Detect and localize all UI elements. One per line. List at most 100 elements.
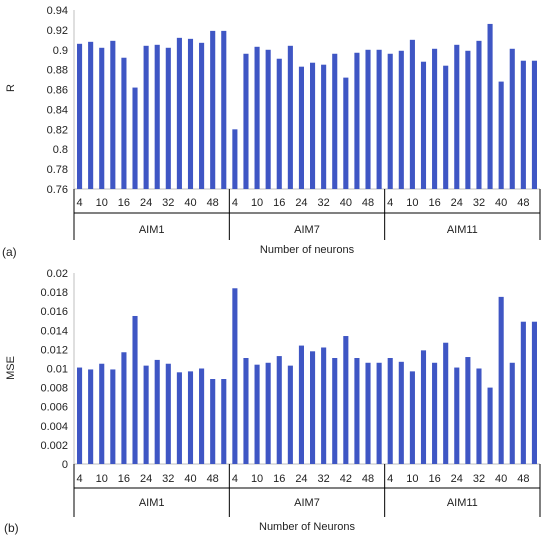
bar-aim7-5 xyxy=(276,58,282,190)
x-tick-label: 24 xyxy=(140,197,152,209)
x-tick-label: 48 xyxy=(362,197,374,209)
bar-aim7-2 xyxy=(243,53,249,190)
x-axis-label: Number of neurons xyxy=(260,244,355,256)
bar-aim11-12 xyxy=(509,48,515,189)
x-axis-label: Number of Neurons xyxy=(259,521,355,533)
bar-aim11-9 xyxy=(476,368,482,464)
bar-aim7-6 xyxy=(287,365,293,464)
bar-aim1-10 xyxy=(176,37,182,190)
y-tick-label: 0.78 xyxy=(47,164,68,176)
bar-aim1-11 xyxy=(187,38,194,190)
bar-aim1-4 xyxy=(110,369,116,464)
bar-aim7-8 xyxy=(310,351,316,464)
bar-aim7-2 xyxy=(243,358,249,464)
y-tick-label: 0.018 xyxy=(40,287,68,299)
bar-aim11-7 xyxy=(454,367,460,464)
bar-aim7-4 xyxy=(265,49,271,189)
bar-aim11-4 xyxy=(420,350,427,464)
x-tick-label: 48 xyxy=(207,473,219,485)
bar-aim7-6 xyxy=(287,45,293,189)
bar-aim11-2 xyxy=(398,361,404,464)
bar-aim1-2 xyxy=(88,41,94,189)
x-tick-label: 32 xyxy=(162,473,174,485)
bar-aim1-6 xyxy=(132,87,138,189)
group-label-aim7: AIM7 xyxy=(294,224,320,236)
group-label-aim7: AIM7 xyxy=(294,497,320,509)
bar-aim7-8 xyxy=(310,62,316,189)
y-tick-label: 0.004 xyxy=(40,421,68,433)
bar-aim1-3 xyxy=(99,47,105,189)
panel-label: (a) xyxy=(2,245,17,259)
x-tick-label: 32 xyxy=(473,473,485,485)
x-tick-label: 10 xyxy=(96,473,108,485)
y-tick-label: 0.8 xyxy=(53,144,68,156)
bar-aim1-7 xyxy=(143,365,149,464)
y-axis-label: MSE xyxy=(5,356,17,380)
x-tick-label: 10 xyxy=(406,473,418,485)
bar-aim1-9 xyxy=(165,47,171,189)
bar-aim1-13 xyxy=(210,30,216,189)
x-tick-label: 4 xyxy=(232,197,238,209)
x-tick-label: 24 xyxy=(140,473,152,485)
bar-aim1-4 xyxy=(110,40,116,189)
bar-aim11-12 xyxy=(509,362,515,464)
bar-aim1-5 xyxy=(121,57,127,190)
x-tick-label: 48 xyxy=(207,197,219,209)
group-label-aim11: AIM11 xyxy=(447,224,478,236)
x-tick-label: 24 xyxy=(295,197,307,209)
bar-aim1-10 xyxy=(176,372,182,464)
x-tick-label: 32 xyxy=(473,197,485,209)
bar-aim1-13 xyxy=(210,379,216,464)
group-label-aim1: AIM1 xyxy=(139,224,165,236)
x-tick-label: 16 xyxy=(428,473,440,485)
bar-aim1-5 xyxy=(121,352,127,464)
bar-aim1-3 xyxy=(99,363,105,464)
x-tick-label: 32 xyxy=(162,197,174,209)
x-tick-label: 48 xyxy=(362,473,374,485)
x-tick-label: 24 xyxy=(451,197,463,209)
bar-aim7-9 xyxy=(321,347,327,464)
bar-aim11-9 xyxy=(476,40,482,189)
x-tick-label: 32 xyxy=(318,197,330,209)
y-tick-label: 0.94 xyxy=(47,5,68,17)
y-tick-label: 0.9 xyxy=(53,45,68,57)
bar-aim7-13 xyxy=(365,362,371,464)
panel-label: (b) xyxy=(4,521,19,535)
bar-aim1-1 xyxy=(77,367,83,464)
y-tick-label: 0.014 xyxy=(40,325,68,337)
bar-aim7-9 xyxy=(321,64,327,189)
bar-aim11-6 xyxy=(443,342,449,464)
bar-aim1-2 xyxy=(88,369,94,464)
group-label-aim11: AIM11 xyxy=(447,497,478,509)
bar-aim11-13 xyxy=(520,60,526,189)
x-tick-label: 16 xyxy=(273,473,285,485)
x-tick-label: 16 xyxy=(118,197,130,209)
x-tick-label: 40 xyxy=(340,197,352,209)
x-tick-label: 10 xyxy=(96,197,108,209)
x-tick-label: 4 xyxy=(387,197,393,209)
bar-aim1-11 xyxy=(187,371,194,464)
bar-aim11-11 xyxy=(498,81,504,189)
bar-aim1-14 xyxy=(221,379,227,464)
bar-aim1-14 xyxy=(221,30,227,189)
bar-aim7-1 xyxy=(232,288,238,464)
bar-aim7-4 xyxy=(265,362,271,464)
bar-aim11-5 xyxy=(432,48,438,189)
bar-aim7-12 xyxy=(354,52,360,190)
bar-aim11-8 xyxy=(465,357,471,464)
bar-aim7-13 xyxy=(365,49,371,189)
bar-aim7-11 xyxy=(343,336,349,464)
bar-aim1-8 xyxy=(154,359,160,464)
bar-aim7-7 xyxy=(298,66,304,189)
y-tick-label: 0.006 xyxy=(40,402,68,414)
bar-aim11-1 xyxy=(387,358,393,464)
bar-aim11-14 xyxy=(531,321,537,464)
bar-aim11-11 xyxy=(498,296,504,465)
bar-aim1-9 xyxy=(165,363,171,464)
y-tick-label: 0.012 xyxy=(40,344,68,356)
x-tick-label: 24 xyxy=(451,473,463,485)
x-tick-label: 40 xyxy=(184,473,196,485)
bar-aim11-1 xyxy=(387,53,393,190)
bar-aim1-7 xyxy=(143,45,149,189)
